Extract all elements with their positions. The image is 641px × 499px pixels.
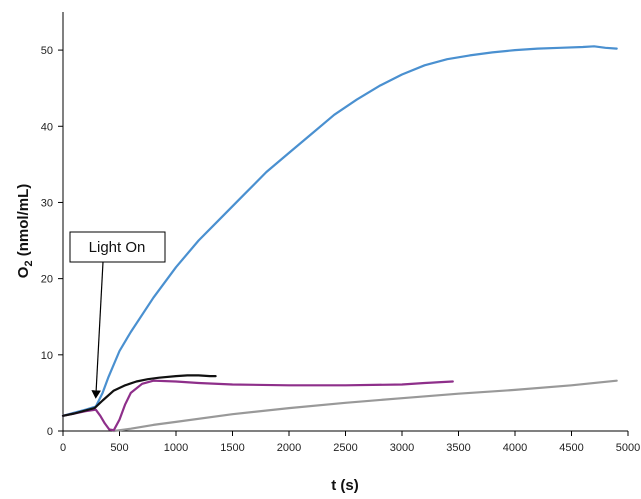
- x-tick-label: 2500: [333, 442, 357, 454]
- y-tick-label: 50: [41, 45, 53, 57]
- y-tick-label: 30: [41, 197, 53, 209]
- x-axis-title: t (s): [331, 477, 359, 494]
- x-tick-label: 1000: [164, 442, 188, 454]
- x-tick-label: 1500: [220, 442, 244, 454]
- y-axis-title-subscript: 2: [23, 260, 35, 266]
- series-layer: [61, 45, 618, 433]
- x-tick-label: 4500: [559, 442, 583, 454]
- axes: [62, 12, 628, 432]
- y-ticks: 0 10 20 30 40 50: [41, 45, 63, 438]
- y-tick-label: 0: [47, 426, 53, 438]
- y-tick-label: 10: [41, 350, 53, 362]
- series-line-3: [61, 379, 454, 432]
- x-tick-label: 2000: [277, 442, 301, 454]
- series-line-1: [61, 45, 618, 417]
- series-line-2: [61, 374, 217, 417]
- y-axis-title: O2 (nmol/mL): [15, 184, 35, 278]
- series-line-4: [112, 379, 618, 433]
- x-ticks: 0 500 1000 1500 2000 2500 3000 3500 4000 4500 5000: [60, 431, 640, 454]
- x-tick-label: 5000: [616, 442, 640, 454]
- y-tick-label: 20: [41, 274, 53, 286]
- x-tick-label: 4000: [503, 442, 527, 454]
- annotation-label: Light On: [89, 239, 146, 256]
- x-tick-label: 0: [60, 442, 66, 454]
- y-tick-label: 40: [41, 121, 53, 133]
- light-on-annotation: Light On: [69, 231, 166, 399]
- annotation-arrow: [91, 261, 104, 399]
- x-tick-label: 3000: [390, 442, 414, 454]
- y-axis-title-rest: (nmol/mL): [15, 184, 32, 261]
- y-axis-title-main: O: [15, 266, 32, 278]
- x-tick-label: 3500: [446, 442, 470, 454]
- annotation-box: [69, 231, 166, 263]
- x-tick-label: 500: [110, 442, 128, 454]
